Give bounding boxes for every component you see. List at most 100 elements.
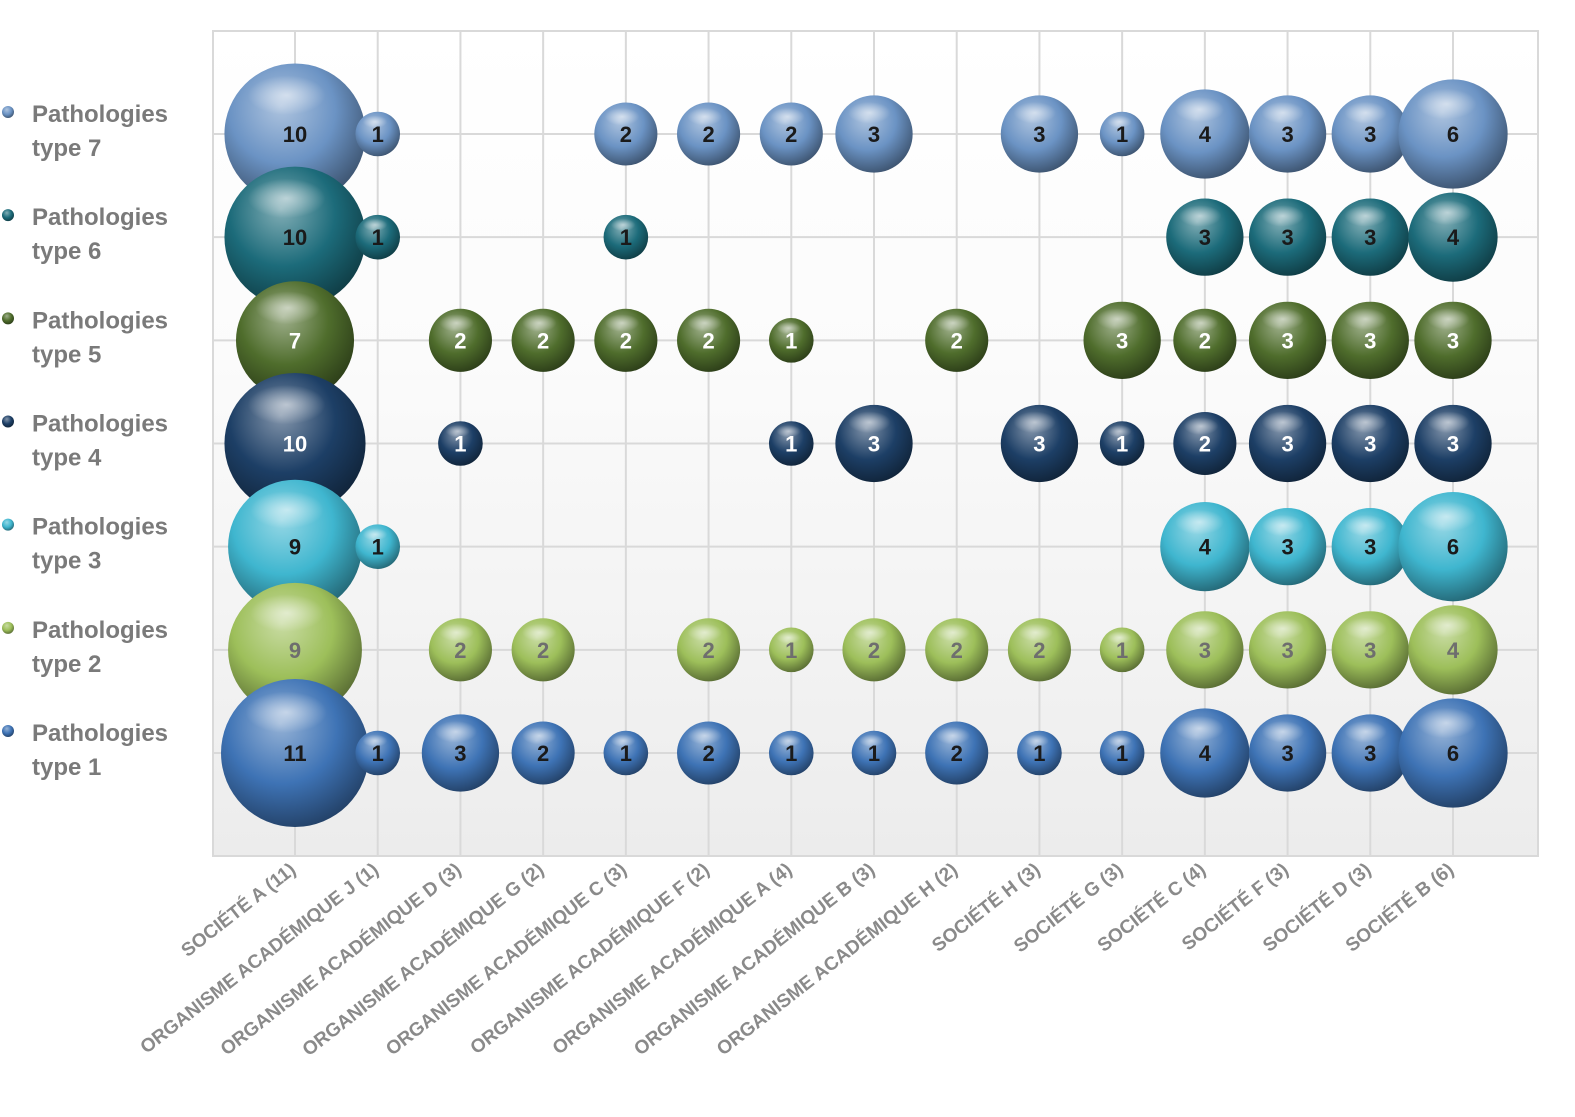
bubble-highlight <box>1261 205 1305 227</box>
bubble-highlight <box>1183 314 1219 332</box>
bubble-highlight <box>522 726 557 745</box>
bubble: 4 <box>1160 89 1250 179</box>
bubble: 1 <box>1099 421 1145 466</box>
legend-item: Pathologies type 1 <box>2 720 168 781</box>
bubble: 2 <box>842 618 906 682</box>
bubble-highlight <box>439 623 474 642</box>
bubble-highlight <box>1261 720 1305 743</box>
bubble-highlight <box>1261 411 1305 434</box>
legend-label: type 3 <box>32 548 101 575</box>
bubble-highlight <box>362 218 388 232</box>
bubble: 3 <box>1331 611 1409 689</box>
bubble: 2 <box>925 721 989 785</box>
bubble-highlight <box>770 107 805 126</box>
bubble: 3 <box>1248 198 1327 276</box>
bubble-highlight <box>1178 205 1222 227</box>
bubble: 4 <box>1160 708 1250 798</box>
bubble: 3 <box>1166 611 1244 689</box>
bubble-highlight <box>247 178 326 219</box>
legend-label: Pathologies <box>32 514 168 541</box>
bubble: 6 <box>1398 698 1508 808</box>
bubble: 3 <box>1331 404 1409 483</box>
bubble: 3 <box>1248 95 1327 173</box>
bubble-highlight <box>522 314 557 332</box>
bubble-highlight <box>362 528 388 541</box>
bubble: 1 <box>1099 627 1145 673</box>
bubble-highlight <box>434 720 478 743</box>
bubble: 1 <box>768 730 814 776</box>
bubble: 9 <box>228 479 362 614</box>
bubble-highlight <box>776 631 801 644</box>
bubble-highlight <box>1423 200 1473 226</box>
bubble: 3 <box>1248 611 1327 689</box>
legend-marker <box>2 621 14 634</box>
bubble-highlight <box>1096 308 1139 330</box>
bubble-highlight <box>776 424 801 438</box>
bubble: 6 <box>1398 492 1508 602</box>
bubble-highlight <box>1344 308 1387 330</box>
bubble: 3 <box>1414 301 1492 379</box>
bubble: 2 <box>759 102 823 166</box>
bubble-highlight <box>848 411 891 434</box>
bubble: 1 <box>1099 730 1145 776</box>
bubble: 4 <box>1160 502 1250 592</box>
bubble: 1 <box>768 318 814 363</box>
bubble-highlight <box>1416 88 1477 120</box>
bubble: 1 <box>438 421 483 466</box>
bubble: 1 <box>851 730 897 776</box>
bubble-highlight <box>1261 514 1305 537</box>
bubble: 2 <box>1007 618 1071 682</box>
x-axis-labels: SOCIÉTÉ A (11)ORGANISME ACADÉMIQUE J (1)… <box>136 859 1458 1061</box>
bubble: 1 <box>355 214 401 260</box>
bubble-highlight <box>1013 101 1057 124</box>
bubble-highlight <box>1423 612 1473 638</box>
legend-label: Pathologies <box>32 411 168 438</box>
bubble-highlight <box>1416 501 1477 532</box>
bubble: 1 <box>355 524 401 569</box>
bubble-highlight <box>1416 707 1477 739</box>
bubble: 2 <box>677 308 741 372</box>
bubble-highlight <box>1174 96 1225 122</box>
bubble-highlight <box>1107 115 1132 128</box>
bubble: 3 <box>421 714 500 792</box>
bubble-highlight <box>1018 623 1053 642</box>
legend-label: Pathologies <box>32 617 168 644</box>
legend-label: Pathologies <box>32 101 168 128</box>
bubble-highlight <box>439 314 474 332</box>
bubble: 2 <box>677 721 741 785</box>
bubble-highlight <box>1427 411 1470 434</box>
bubble-highlight <box>245 691 327 734</box>
bubble-highlight <box>1344 411 1387 434</box>
bubble: 2 <box>594 308 658 372</box>
bubble: 2 <box>677 102 741 166</box>
bubble-highlight <box>522 623 557 642</box>
bubble-highlight <box>1174 715 1225 741</box>
legend-marker <box>2 209 14 222</box>
bubble-highlight <box>1024 734 1050 747</box>
bubble: 3 <box>1331 301 1409 379</box>
bubble: 1 <box>603 214 649 260</box>
bubble: 3 <box>835 404 913 483</box>
bubble: 2 <box>594 102 658 166</box>
bubble: 3 <box>1248 508 1327 586</box>
bubble-highlight <box>1427 308 1470 330</box>
bubble-highlight <box>1107 424 1132 438</box>
bubble-highlight <box>1344 205 1387 227</box>
bubble: 11 <box>221 679 369 827</box>
bubble-highlight <box>859 734 884 747</box>
bubble: 1 <box>355 111 401 157</box>
legend-item: Pathologies type 6 <box>2 204 168 265</box>
legend-label: type 7 <box>32 135 101 162</box>
bubble: 3 <box>1331 714 1409 792</box>
bubble-highlight <box>687 314 723 332</box>
legend-label: type 1 <box>32 754 101 781</box>
bubble-highlight <box>687 623 723 642</box>
bubble: 2 <box>511 308 575 372</box>
bubble: 2 <box>677 618 741 682</box>
bubble: 3 <box>1248 404 1327 483</box>
bubble: 1 <box>603 730 649 776</box>
bubble: 1 <box>1099 111 1145 157</box>
legend-label: type 6 <box>32 238 101 265</box>
bubble-highlight <box>604 107 640 126</box>
